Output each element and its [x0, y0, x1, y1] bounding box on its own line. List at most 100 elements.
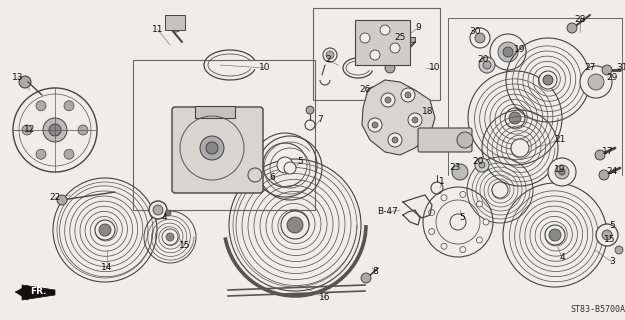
- FancyBboxPatch shape: [172, 107, 263, 193]
- Circle shape: [543, 75, 553, 85]
- Circle shape: [545, 225, 565, 245]
- Circle shape: [368, 118, 382, 132]
- Circle shape: [441, 195, 447, 201]
- Circle shape: [457, 132, 473, 148]
- Circle shape: [595, 150, 605, 160]
- Text: 13: 13: [12, 74, 24, 83]
- Text: 7: 7: [317, 116, 323, 124]
- Circle shape: [505, 108, 525, 128]
- Circle shape: [380, 25, 390, 35]
- Circle shape: [162, 229, 178, 245]
- FancyBboxPatch shape: [418, 128, 472, 152]
- Circle shape: [19, 76, 31, 88]
- Text: 9: 9: [415, 23, 421, 33]
- Circle shape: [602, 230, 612, 240]
- Circle shape: [64, 101, 74, 111]
- Text: 19: 19: [514, 45, 526, 54]
- Circle shape: [460, 247, 466, 252]
- Text: FR.: FR.: [30, 287, 46, 297]
- Circle shape: [361, 273, 371, 283]
- Text: 2: 2: [325, 55, 331, 65]
- Circle shape: [498, 42, 518, 62]
- Circle shape: [539, 71, 557, 89]
- Bar: [133, 60, 315, 210]
- Circle shape: [412, 117, 418, 123]
- Text: 12: 12: [24, 125, 36, 134]
- Polygon shape: [22, 285, 55, 300]
- Circle shape: [370, 50, 380, 60]
- Circle shape: [509, 112, 521, 124]
- Text: 5: 5: [459, 213, 465, 222]
- Text: 10: 10: [259, 63, 271, 73]
- Circle shape: [549, 229, 561, 241]
- Bar: [195, 106, 235, 118]
- Circle shape: [171, 22, 181, 32]
- Circle shape: [306, 106, 314, 114]
- Text: 6: 6: [269, 173, 275, 182]
- Circle shape: [149, 201, 167, 219]
- Circle shape: [401, 88, 415, 102]
- Text: 15: 15: [604, 236, 616, 244]
- Polygon shape: [15, 285, 28, 300]
- Text: 23: 23: [449, 164, 461, 172]
- Bar: [410, 37, 415, 42]
- Bar: [355, 20, 410, 65]
- Circle shape: [479, 57, 495, 73]
- Polygon shape: [362, 80, 435, 155]
- Text: 17: 17: [602, 148, 614, 156]
- Circle shape: [57, 195, 67, 205]
- Circle shape: [460, 191, 466, 197]
- Circle shape: [476, 237, 482, 243]
- Circle shape: [452, 164, 468, 180]
- Text: 20: 20: [478, 55, 489, 65]
- Circle shape: [559, 169, 565, 175]
- Circle shape: [548, 158, 576, 186]
- Circle shape: [287, 217, 303, 233]
- Text: 8: 8: [372, 268, 378, 276]
- Text: 22: 22: [49, 194, 61, 203]
- Text: ST83-B5700A: ST83-B5700A: [570, 306, 625, 315]
- Circle shape: [479, 162, 485, 168]
- Circle shape: [64, 149, 74, 159]
- Circle shape: [596, 224, 618, 246]
- Text: 15: 15: [179, 241, 191, 250]
- Circle shape: [43, 118, 67, 142]
- Text: 20: 20: [472, 157, 484, 166]
- Text: 29: 29: [606, 74, 618, 83]
- Circle shape: [165, 210, 171, 216]
- Circle shape: [388, 133, 402, 147]
- Circle shape: [206, 142, 218, 154]
- Circle shape: [49, 124, 61, 136]
- Circle shape: [153, 205, 163, 215]
- Circle shape: [22, 125, 32, 135]
- Circle shape: [511, 139, 529, 157]
- Text: 27: 27: [584, 63, 596, 73]
- Circle shape: [408, 113, 422, 127]
- Text: 16: 16: [319, 293, 331, 302]
- Circle shape: [483, 219, 489, 225]
- Text: 30: 30: [469, 28, 481, 36]
- Circle shape: [367, 87, 379, 99]
- Circle shape: [36, 101, 46, 111]
- Circle shape: [580, 66, 612, 98]
- Circle shape: [95, 220, 115, 240]
- Circle shape: [381, 93, 395, 107]
- Bar: [165, 15, 185, 30]
- Circle shape: [390, 43, 400, 53]
- Circle shape: [36, 149, 46, 159]
- Circle shape: [99, 224, 111, 236]
- Circle shape: [326, 51, 334, 59]
- Circle shape: [476, 201, 482, 207]
- Circle shape: [429, 228, 435, 235]
- Text: 18: 18: [422, 108, 434, 116]
- Circle shape: [200, 136, 224, 160]
- Text: B-47: B-47: [378, 207, 398, 217]
- Circle shape: [372, 122, 378, 128]
- Text: 4: 4: [559, 253, 565, 262]
- Circle shape: [392, 137, 398, 143]
- Circle shape: [385, 63, 395, 73]
- Circle shape: [405, 92, 411, 98]
- Text: 11: 11: [152, 26, 164, 35]
- Text: 31: 31: [616, 63, 625, 73]
- Circle shape: [555, 165, 569, 179]
